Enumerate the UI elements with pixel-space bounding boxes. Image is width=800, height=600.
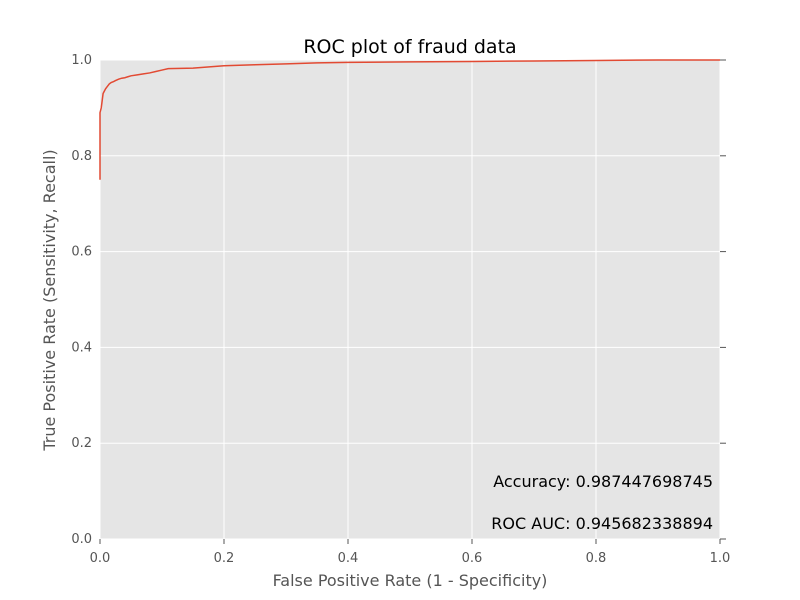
axis-ticks [99,59,726,544]
y-tick-label: 1.0 [71,53,92,68]
x-tick-label: 0.2 [214,551,235,566]
grid-lines [99,59,721,540]
chart-title: ROC plot of fraud data [303,36,516,58]
plot-area [100,60,720,539]
y-tick-label: 0.2 [71,436,92,451]
x-axis-label: False Positive Rate (1 - Specificity) [273,571,548,590]
tick-labels: 0.0 0.2 0.4 0.6 0.8 1.0 0.0 0.2 0.4 0.6 0.8 1.0 [71,53,730,566]
y-tick-label: 0.0 [71,532,92,547]
x-tick-label: 0.6 [462,551,483,566]
y-tick-label: 0.8 [71,149,92,164]
accuracy-annotation: Accuracy: 0.987447698745 [493,472,713,491]
roc-curve [99,59,720,180]
y-axis-label: True Positive Rate (Sensitivity, Recall) [40,149,59,451]
y-tick-label: 0.6 [71,245,92,260]
x-tick-label: 0.4 [338,551,359,566]
x-tick-label: 1.0 [710,551,731,566]
y-tick-label: 0.4 [71,340,92,355]
roc-auc-annotation: ROC AUC: 0.945682338894 [491,514,713,533]
x-tick-label: 0.8 [586,551,607,566]
x-tick-label: 0.0 [90,551,111,566]
